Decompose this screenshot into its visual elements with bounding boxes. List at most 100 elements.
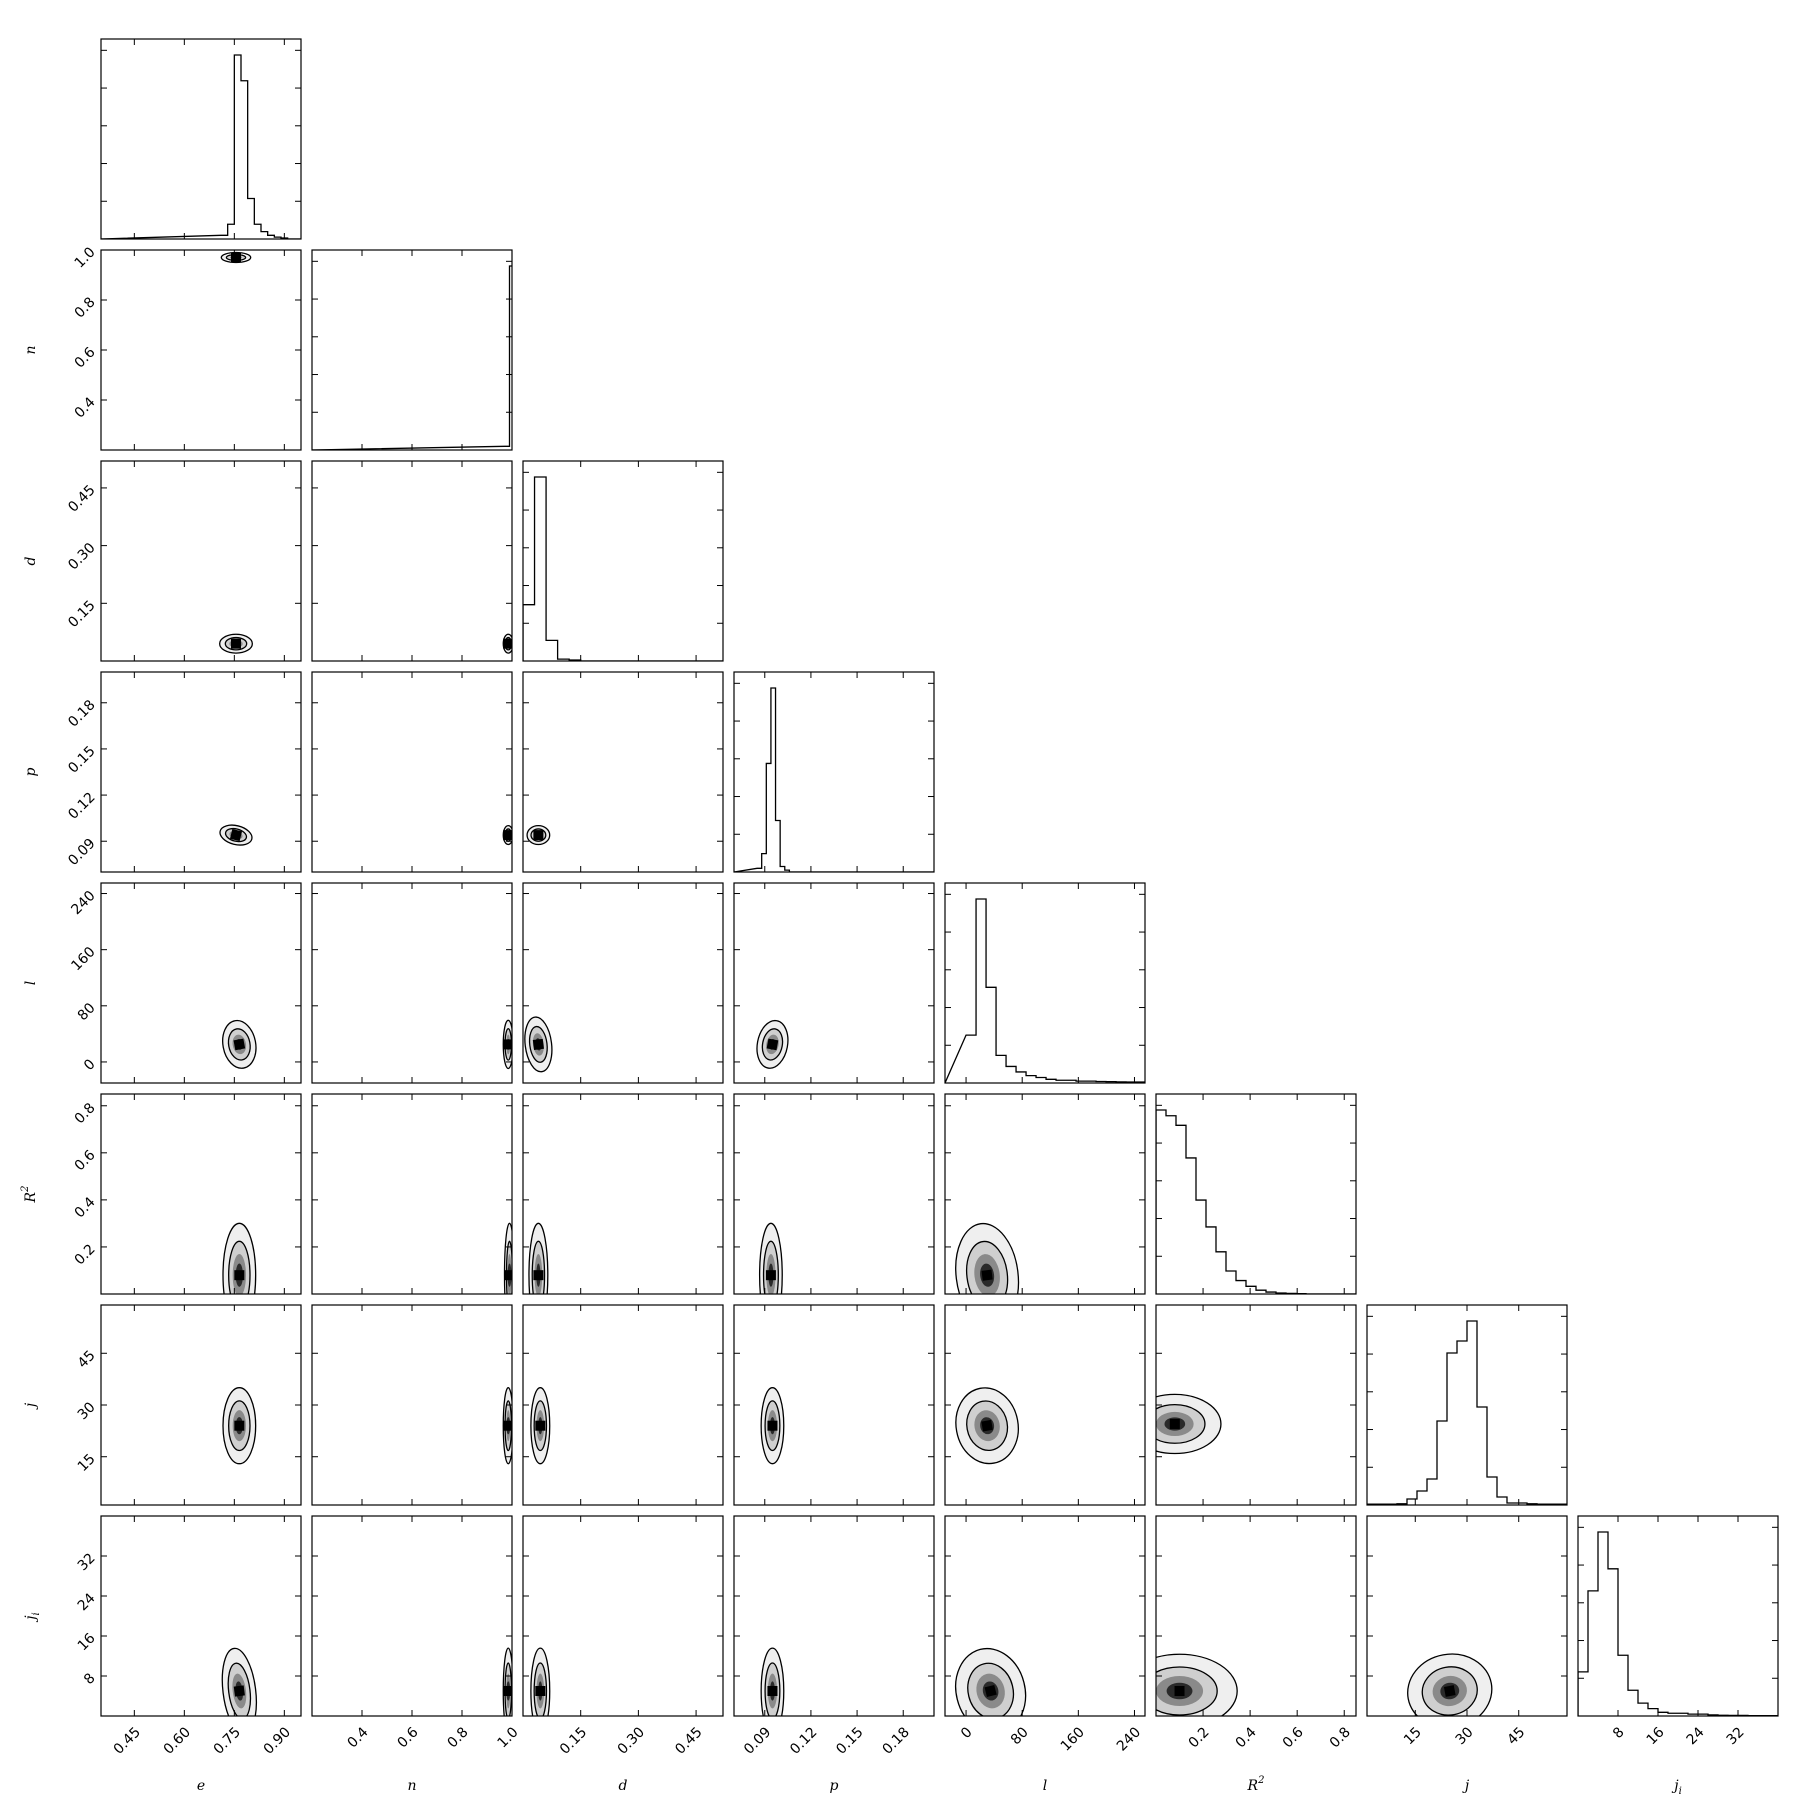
y-tick-label-p: 0.12 xyxy=(65,789,98,822)
density-peak xyxy=(767,1686,778,1696)
panel-p-vs-e: 0.09 0.12 0.15 0.18 p xyxy=(23,671,302,873)
contour-1-sigma xyxy=(762,1240,779,1294)
panel-n-vs-e: 0.4 0.6 0.8 1.0 n xyxy=(23,244,302,451)
panel-frame xyxy=(944,1515,1146,1717)
panel-j-vs-j xyxy=(1366,1304,1568,1506)
contour-2-sigma xyxy=(760,1387,785,1465)
panel-frame xyxy=(311,671,513,873)
contour-2-sigma xyxy=(1156,1653,1238,1716)
panel-frame xyxy=(522,1515,724,1717)
y-tick-label-l: 80 xyxy=(75,1000,99,1024)
contour-1-sigma xyxy=(1156,1404,1206,1444)
y-tick-label-p: 0.15 xyxy=(65,743,98,776)
panel-R2-vs-e: 0.2 0.4 0.6 0.8 R2 xyxy=(20,1093,302,1295)
panel-frame xyxy=(733,671,935,873)
contour-2-sigma xyxy=(219,824,253,846)
x-tick-label-d: 0.45 xyxy=(672,1724,705,1757)
density-peak xyxy=(233,1038,246,1051)
density-peak xyxy=(533,830,544,841)
y-tick-label-R2: 0.6 xyxy=(72,1147,99,1174)
x-tick-label-e: 0.60 xyxy=(161,1724,194,1757)
y-tick-label-j: 15 xyxy=(75,1451,99,1475)
y-tick-label-R2: 0.2 xyxy=(72,1241,99,1268)
x-tick-label-R2: 0.6 xyxy=(1280,1724,1307,1751)
contour-2-sigma xyxy=(526,825,551,846)
contour-2-sigma xyxy=(530,1387,551,1465)
panel-l-vs-p xyxy=(733,882,935,1084)
density-peak xyxy=(535,1686,546,1696)
panel-j-vs-d xyxy=(522,1304,724,1506)
y-tick-label-ji: 32 xyxy=(75,1550,99,1574)
panel-p-vs-p xyxy=(733,671,935,873)
panel-frame xyxy=(311,249,513,451)
histogram-j xyxy=(1367,1320,1567,1505)
panel-l-vs-n xyxy=(311,882,513,1084)
panel-j-vs-p xyxy=(733,1304,935,1506)
density-peak xyxy=(504,1270,512,1281)
panel-n-vs-n xyxy=(311,249,513,451)
contour-1-sigma xyxy=(764,1662,781,1716)
x-tick-label-n: 1.0 xyxy=(495,1724,522,1751)
panel-j-vs-R2 xyxy=(1155,1304,1357,1506)
y-tick-label-n: 1.0 xyxy=(72,244,99,271)
y-axis-title-l: l xyxy=(23,981,39,985)
contour-2-sigma xyxy=(502,633,512,654)
y-tick-label-d: 0.45 xyxy=(65,482,98,515)
density-peak xyxy=(1174,1686,1185,1696)
y-tick-label-ji: 8 xyxy=(81,1670,99,1688)
x-axis-title-j: j xyxy=(1462,1778,1470,1794)
panel-ji-vs-ji: 8 16 24 32 ji xyxy=(1577,1515,1779,1797)
x-tick-label-ji: 24 xyxy=(1684,1724,1708,1748)
panel-frame xyxy=(311,882,513,1084)
contour-2-sigma xyxy=(503,1222,512,1294)
y-axis-title-ji: ji xyxy=(23,1612,42,1623)
contour-1-sigma xyxy=(227,1028,251,1061)
panel-frame xyxy=(522,671,724,873)
density-peak xyxy=(767,1420,778,1431)
panel-R2-vs-R2 xyxy=(1155,1093,1357,1295)
x-tick-label-e: 0.75 xyxy=(211,1724,244,1757)
contour-1-sigma xyxy=(224,636,248,651)
panel-l-vs-l xyxy=(944,882,1146,1084)
y-tick-label-R2: 0.8 xyxy=(72,1100,99,1127)
panel-frame xyxy=(311,1515,513,1717)
contour-2-sigma xyxy=(220,251,252,264)
panel-frame xyxy=(522,1093,724,1295)
panel-frame xyxy=(944,1093,1146,1295)
x-axis-title-e: e xyxy=(197,1778,205,1794)
contour-2-sigma xyxy=(955,1647,1027,1716)
panel-j-vs-l xyxy=(944,1304,1146,1506)
y-tick-label-R2: 0.4 xyxy=(72,1194,99,1221)
density-peak xyxy=(533,1270,544,1281)
y-tick-label-n: 0.6 xyxy=(72,344,99,371)
x-tick-label-l: 240 xyxy=(1114,1724,1144,1754)
contour-2-sigma xyxy=(955,1387,1019,1465)
x-tick-label-ji: 32 xyxy=(1724,1724,1748,1748)
contour-2-sigma xyxy=(1156,1393,1222,1455)
contour-2-sigma xyxy=(524,1016,553,1073)
x-axis-title-p: p xyxy=(830,1778,839,1794)
panel-ji-vs-p: 0.09 0.12 0.15 0.18 p xyxy=(733,1515,935,1794)
contour-1-sigma xyxy=(533,1400,548,1452)
panel-p-vs-d xyxy=(522,671,724,873)
x-tick-label-l: 160 xyxy=(1058,1724,1088,1754)
y-tick-label-n: 0.4 xyxy=(72,394,99,421)
density-peak xyxy=(1443,1685,1456,1697)
x-tick-label-ji: 8 xyxy=(1610,1724,1628,1742)
contour-1-sigma xyxy=(761,1028,784,1061)
y-tick-label-l: 0 xyxy=(81,1056,99,1074)
contour-2-sigma xyxy=(222,1222,257,1294)
panel-ji-vs-R2: 0.2 0.4 0.6 0.8 R2 xyxy=(1155,1515,1357,1794)
panel-R2-vs-p xyxy=(733,1093,935,1295)
panel-R2-vs-d xyxy=(522,1093,724,1295)
contour-1-sigma xyxy=(528,1025,548,1063)
density-peak xyxy=(532,1038,544,1050)
panel-R2-vs-n xyxy=(311,1093,513,1295)
density-peak xyxy=(984,1684,997,1698)
x-tick-label-e: 0.45 xyxy=(111,1724,144,1757)
panel-j-vs-e: 15 30 45 j xyxy=(23,1304,302,1506)
x-axis-title-d: d xyxy=(619,1778,628,1794)
x-axis-title-l: l xyxy=(1043,1778,1047,1794)
y-tick-label-l: 160 xyxy=(68,944,98,974)
panel-e-vs-e xyxy=(100,38,302,240)
